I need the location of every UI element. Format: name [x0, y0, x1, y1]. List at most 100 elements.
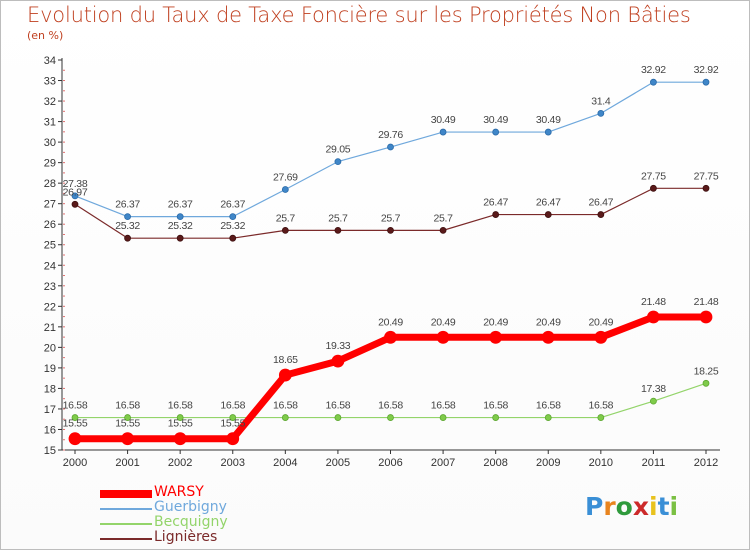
data-label: 18.25 [694, 365, 719, 377]
data-point [68, 432, 82, 446]
y-tick-label: 31 [44, 117, 56, 129]
data-point [594, 330, 608, 344]
y-tick-label: 28 [44, 178, 56, 190]
x-tick-label: 2000 [63, 457, 87, 469]
data-label: 15.55 [168, 418, 193, 430]
x-tick-label: 2009 [536, 457, 560, 469]
x-tick-label: 2003 [221, 457, 245, 469]
data-point [439, 414, 447, 421]
legend-label: WARSY [154, 484, 204, 500]
data-point [544, 128, 552, 136]
legend-item-guerbigny: Guerbigny [100, 499, 300, 515]
data-point [226, 432, 240, 446]
data-label: 21.48 [641, 296, 666, 308]
data-point [699, 310, 713, 324]
legend-label: Becquigny [154, 514, 228, 530]
y-unit-label: (en %) [27, 29, 64, 42]
data-label: 25.32 [115, 220, 140, 232]
data-point [387, 143, 394, 151]
data-label: 25.7 [381, 212, 401, 224]
data-label: 19.33 [326, 340, 351, 352]
x-tick-label: 2004 [273, 457, 297, 469]
data-label: 31.4 [591, 95, 611, 107]
legend-item-warsy: WARSY [100, 484, 300, 500]
x-tick-label: 2006 [378, 457, 402, 469]
legend-item-lignières: Lignières [100, 530, 300, 545]
legend-label: Guerbigny [154, 499, 227, 515]
data-point [544, 211, 552, 218]
y-tick-label: 18 [44, 383, 56, 395]
data-label: 21.48 [694, 296, 719, 308]
data-point [650, 184, 657, 192]
data-point [439, 128, 447, 136]
x-tick-label: 2002 [168, 457, 192, 469]
x-tick-label: 2001 [115, 457, 139, 469]
data-point [281, 186, 289, 193]
data-point [334, 414, 342, 421]
data-label: 16.58 [115, 400, 140, 412]
data-point [124, 414, 131, 421]
data-label: 25.32 [220, 220, 245, 232]
chart-title: Evolution du Taux de Taxe Foncière sur l… [27, 3, 691, 27]
data-point [647, 310, 660, 324]
y-tick-label: 29 [44, 158, 56, 170]
legend-item-becquigny: Becquigny [100, 514, 300, 530]
y-tick-label: 24 [44, 260, 56, 272]
data-point [541, 330, 555, 344]
proxiti-logo: Proxiti [585, 492, 679, 521]
data-label: 15.55 [115, 418, 140, 430]
data-label: 26.37 [115, 199, 140, 211]
data-point [281, 226, 289, 234]
data-label: 16.58 [536, 400, 561, 412]
y-tick-label: 20 [44, 342, 56, 354]
y-tick-label: 34 [44, 55, 56, 67]
data-label: 26.97 [63, 186, 88, 198]
data-point [384, 330, 397, 344]
data-point [71, 200, 79, 208]
data-point [387, 226, 394, 234]
data-label: 26.37 [168, 199, 193, 211]
data-point [702, 379, 710, 387]
data-point [71, 414, 79, 421]
y-tick-label: 17 [44, 404, 56, 416]
data-label: 29.05 [326, 144, 351, 156]
data-point [650, 78, 657, 86]
data-label: 16.58 [431, 400, 456, 412]
data-label: 32.92 [641, 64, 666, 76]
data-label: 26.47 [536, 197, 561, 209]
data-point [334, 226, 342, 234]
y-tick-label: 27 [44, 199, 56, 211]
data-label: 27.69 [273, 172, 298, 184]
data-point [176, 414, 184, 421]
data-point [229, 213, 237, 221]
x-tick-label: 2011 [642, 457, 666, 469]
data-label: 25.7 [433, 212, 453, 224]
legend-swatch [100, 490, 152, 498]
data-point [492, 128, 500, 136]
y-tick-label: 22 [44, 301, 56, 313]
data-point [124, 213, 131, 221]
y-tick-label: 30 [44, 137, 56, 149]
data-point [173, 432, 187, 446]
data-label: 30.49 [536, 114, 561, 126]
data-label: 15.55 [63, 418, 88, 430]
data-point [229, 414, 237, 421]
data-point [334, 158, 342, 166]
data-point [121, 432, 134, 446]
y-tick-label: 23 [44, 281, 56, 293]
data-point [176, 213, 184, 221]
data-label: 26.37 [220, 199, 245, 211]
data-label: 26.47 [588, 197, 613, 209]
data-point [439, 226, 447, 234]
data-label: 26.47 [483, 197, 508, 209]
axes: 15 16 17 18 19 20 21 22 23 24 25 26 27 28 29 30 31 32 33 34… [44, 55, 720, 469]
data-label: 16.58 [168, 400, 193, 412]
x-tick-label: 2005 [326, 457, 350, 469]
y-tick-label: 25 [44, 240, 56, 252]
legend-swatch [100, 538, 152, 540]
legend-swatch [100, 523, 152, 525]
data-point [597, 414, 605, 421]
x-tick-label: 2008 [483, 457, 507, 469]
